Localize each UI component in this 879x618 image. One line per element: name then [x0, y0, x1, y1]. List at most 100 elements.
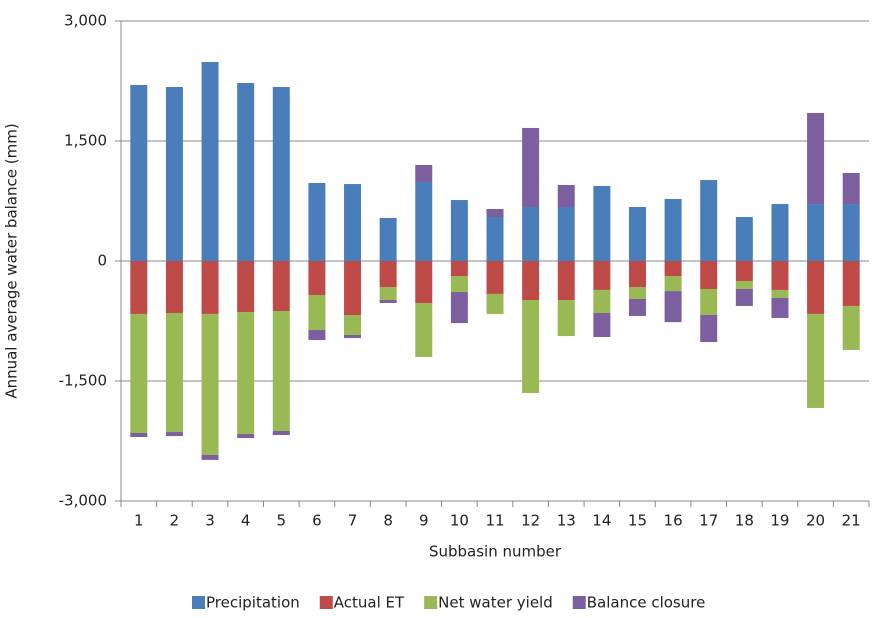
bar-segment — [522, 127, 540, 207]
bar-segment — [415, 181, 433, 261]
x-tick-label: 16 — [664, 512, 683, 530]
bar-segment — [700, 315, 718, 343]
bar-segment — [450, 292, 468, 324]
x-axis-label: Subbasin number — [429, 543, 562, 561]
bar-segment — [771, 204, 789, 261]
bar-segment — [486, 293, 504, 314]
x-tick-label: 8 — [383, 512, 393, 530]
x-tick-label: 20 — [806, 512, 825, 530]
x-tick-label: 19 — [770, 512, 789, 530]
legend-swatch — [319, 596, 333, 609]
legend-label: Net water yield — [438, 594, 553, 612]
bar-segment — [664, 261, 682, 277]
x-tick-label: 13 — [557, 512, 576, 530]
bar-segment — [593, 313, 611, 337]
bar-segment — [201, 454, 219, 460]
bar-segment — [379, 261, 397, 287]
bar-segment — [628, 261, 646, 287]
bar-segment — [344, 335, 362, 339]
bar-segment — [272, 87, 290, 261]
y-tick-label: 3,000 — [64, 12, 107, 30]
bar-segment — [593, 289, 611, 313]
bar-segment — [344, 184, 362, 261]
x-tick-label: 15 — [628, 512, 647, 530]
bar-segment — [379, 287, 397, 300]
x-tick-label: 11 — [485, 512, 504, 530]
bar-segment — [308, 295, 326, 331]
bar-segment — [771, 297, 789, 318]
bar-segment — [700, 180, 718, 261]
bar-segment — [272, 431, 290, 435]
bar-segment — [165, 313, 183, 433]
bar-segment — [628, 207, 646, 261]
bar-segment — [593, 185, 611, 261]
bar-segment — [308, 183, 326, 261]
bar-segment — [771, 261, 789, 290]
bar-segment — [201, 261, 219, 314]
bar-segment — [450, 200, 468, 261]
legend-label: Balance closure — [587, 594, 706, 612]
x-tick-label: 9 — [419, 512, 429, 530]
bar-segment — [557, 185, 575, 207]
bar-segment — [415, 303, 433, 357]
bar-segment — [450, 276, 468, 293]
x-tick-label: 21 — [842, 512, 861, 530]
bar-segment — [522, 207, 540, 261]
bar-segment — [842, 305, 860, 350]
bar-segment — [557, 300, 575, 337]
x-tick-label: 10 — [450, 512, 469, 530]
bar-segment — [201, 61, 219, 262]
bar-segment — [415, 261, 433, 303]
bar-segment — [308, 261, 326, 295]
bar-segment — [165, 261, 183, 313]
bar-segment — [628, 299, 646, 316]
bar-segment — [379, 299, 397, 303]
legend-swatch — [192, 596, 205, 609]
legend-swatch — [572, 596, 586, 609]
bar-segment — [130, 313, 148, 433]
x-tick-label: 6 — [312, 512, 322, 530]
y-tick-label: -3,000 — [59, 492, 107, 510]
x-tick-label: 7 — [348, 512, 358, 530]
x-tick-label: 5 — [277, 512, 287, 530]
bar-segment — [700, 289, 718, 315]
y-tick-label: 0 — [97, 252, 107, 270]
bar-segment — [344, 315, 362, 335]
bar-segment — [130, 261, 148, 314]
bar-segment — [237, 434, 255, 439]
x-tick-label: 1 — [134, 512, 144, 530]
bar-segment — [557, 207, 575, 261]
bar-segment — [664, 291, 682, 323]
bar-segment — [237, 261, 255, 313]
bar-segment — [486, 261, 504, 294]
bar-segment — [272, 311, 290, 431]
bar-segment — [415, 165, 433, 182]
x-tick-label: 17 — [699, 512, 718, 530]
bar-segment — [842, 173, 860, 205]
bar-segment — [379, 217, 397, 261]
y-tick-label: -1,500 — [59, 372, 107, 390]
bar-segment — [807, 113, 825, 205]
bar-segment — [130, 433, 148, 437]
bar-segment — [272, 261, 290, 311]
bar-segment — [842, 261, 860, 306]
bar-segment — [664, 199, 682, 261]
bar-segment — [807, 261, 825, 314]
x-tick-label: 4 — [241, 512, 251, 530]
bar-segment — [165, 432, 183, 437]
bar-segment — [344, 261, 362, 315]
legend-label: Precipitation — [206, 594, 300, 612]
bar-segment — [807, 204, 825, 261]
bar-segment — [557, 261, 575, 301]
bar-segment — [807, 313, 825, 408]
y-tick-label: 1,500 — [64, 132, 107, 150]
bar-segment — [522, 261, 540, 301]
bar-segment — [735, 281, 753, 289]
x-tick-label: 2 — [170, 512, 180, 530]
bar-segment — [628, 287, 646, 299]
bar-segment — [237, 312, 255, 435]
legend-label: Actual ET — [334, 594, 405, 612]
x-tick-label: 18 — [735, 512, 754, 530]
x-tick-label: 12 — [521, 512, 540, 530]
